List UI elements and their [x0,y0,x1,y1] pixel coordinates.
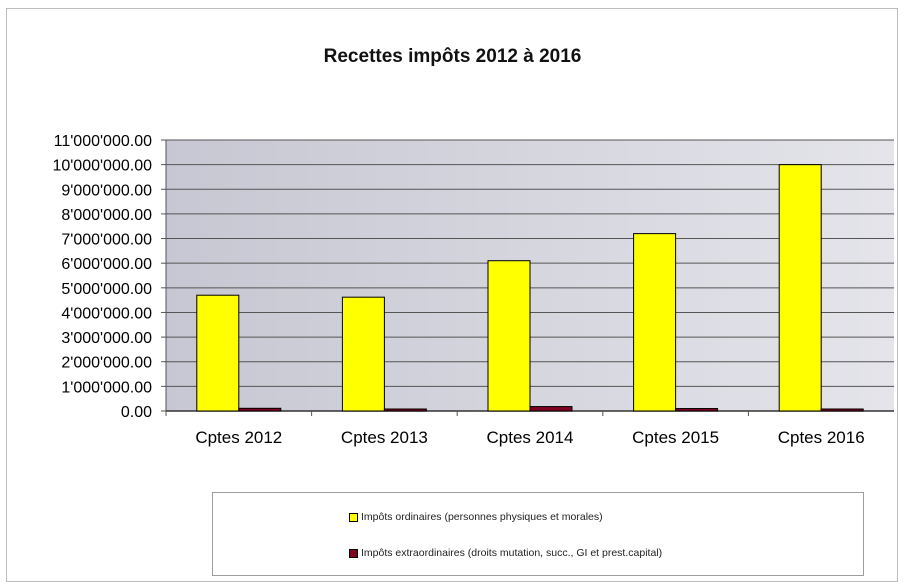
legend-label-ordinaires: Impôts ordinaires (personnes physiques e… [361,511,603,523]
y-tick-label: 10'000'000.00 [52,158,152,175]
bar-extraordinaires [529,406,573,412]
y-tick-label: 9'000'000.00 [61,182,152,199]
bar-extraordinaires [675,408,719,412]
x-tick-label: Cptes 2016 [778,428,865,447]
legend-item-extraordinaires: Impôts extraordinaires (droits mutation,… [349,547,662,559]
x-tick-label: Cptes 2012 [195,428,282,447]
bar-extraordinaires [820,408,864,412]
legend-item-ordinaires: Impôts ordinaires (personnes physiques e… [349,511,603,523]
bar-extraordinaires [383,408,427,412]
x-tick-label: Cptes 2014 [487,428,574,447]
y-tick-label: 1'000'000.00 [61,379,152,396]
y-tick-label: 8'000'000.00 [61,207,152,224]
legend: Impôts ordinaires (personnes physiques e… [212,492,864,576]
bar-ordinaires [778,164,822,412]
bar-ordinaires [633,233,677,412]
x-tick-label: Cptes 2015 [632,428,719,447]
bar-ordinaires [487,260,531,412]
legend-label-extraordinaires: Impôts extraordinaires (droits mutation,… [361,547,663,559]
bar-ordinaires [341,296,385,412]
bar-ordinaires [196,294,240,412]
bar-extraordinaires [238,407,282,412]
legend-swatch-ordinaires [349,512,358,522]
y-tick-label: 6'000'000.00 [61,256,152,273]
legend-swatch-extraordinaires [349,548,358,558]
y-tick-label: 4'000'000.00 [61,305,152,322]
y-tick-label: 7'000'000.00 [61,232,152,249]
y-tick-label: 3'000'000.00 [61,330,152,347]
y-tick-label: 11'000'000.00 [54,133,152,150]
y-tick-label: 5'000'000.00 [61,281,152,298]
y-tick-label: 2'000'000.00 [61,355,152,372]
x-tick-label: Cptes 2013 [341,428,428,447]
chart-title: Recettes impôts 2012 à 2016 [323,46,582,67]
y-tick-label: 0.00 [121,404,152,421]
